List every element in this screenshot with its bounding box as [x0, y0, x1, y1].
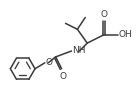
Text: O: O — [45, 58, 52, 67]
Text: O: O — [101, 10, 108, 19]
Text: OH: OH — [118, 30, 132, 39]
Text: NH: NH — [72, 46, 86, 55]
Text: O: O — [59, 72, 66, 81]
